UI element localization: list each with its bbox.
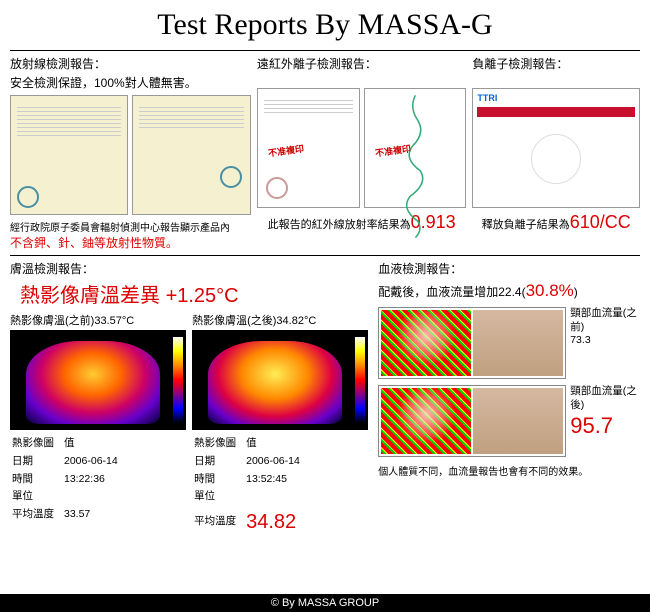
- thermal-after: 熱影像膚溫(之後)34.82°C 熱影像圖值 日期2006-06-14 時間13…: [192, 312, 368, 539]
- infrared-doc-2: 不准複印: [364, 88, 467, 208]
- meta-value: 33.57: [64, 507, 126, 523]
- graph-icon: [365, 89, 466, 240]
- blood-increase-pct: 30.8%: [526, 281, 574, 300]
- blood-col: 血液檢測報告： 配戴後，血液流量增加22.4(30.8%) 頸部血流量(之前) …: [378, 260, 640, 539]
- anion-col: 負離子檢測報告： TTRI 釋放負離子結果為610/CC: [472, 55, 640, 251]
- blood-increase-suffix: ): [574, 285, 578, 299]
- stamp-text: 不准複印: [267, 142, 304, 160]
- meta-label: 日期: [12, 454, 62, 470]
- radiation-col: 放射線檢測報告： 安全檢測保證，100%對人體無害。 經行政院原子委員會輻射偵測…: [10, 55, 251, 251]
- thermal-before-meta: 熱影像圖值 日期2006-06-14 時間13:22:36 單位 平均溫度33.…: [10, 434, 186, 525]
- thermal-images: 熱影像膚溫(之前)33.57°C 熱影像圖值 日期2006-06-14 時間13…: [10, 312, 368, 539]
- blood-increase-prefix: 配戴後，血液流量增加22.4(: [378, 285, 525, 299]
- seal-icon: [220, 166, 242, 188]
- radiation-docs: [10, 95, 251, 215]
- blood-note: 個人體質不同，血流量報告也會有不同的效果。: [378, 463, 640, 478]
- blood-heading: 血液檢測報告：: [378, 260, 640, 277]
- blood-after-imgs: [378, 385, 566, 457]
- anion-result-value: 610/CC: [570, 212, 631, 232]
- anion-doc: TTRI: [472, 88, 640, 208]
- thermal-heading: 膚溫檢測報告：: [10, 260, 368, 277]
- page-title: Test Reports By MASSA-G: [0, 0, 650, 46]
- thermal-before: 熱影像膚溫(之前)33.57°C 熱影像圖值 日期2006-06-14 時間13…: [10, 312, 186, 539]
- thermal-after-meta: 熱影像圖值 日期2006-06-14 時間13:52:45 單位 平均溫度34.…: [192, 434, 368, 539]
- page-footer: © By MASSA GROUP: [0, 594, 650, 612]
- thermal-col: 膚溫檢測報告： 熱影像膚溫差異 +1.25°C 熱影像膚溫(之前)33.57°C…: [10, 260, 368, 539]
- divider: [10, 50, 640, 51]
- top-section: 放射線檢測報告： 安全檢測保證，100%對人體無害。 經行政院原子委員會輻射偵測…: [0, 55, 650, 251]
- ttri-logo: TTRI: [477, 93, 497, 103]
- blood-before-row: 頸部血流量(之前) 73.3: [378, 307, 640, 379]
- cert-doc-1: [10, 95, 128, 215]
- meta-label: 時間: [12, 472, 62, 488]
- infrared-doc-1: 不准複印: [257, 88, 360, 208]
- blood-before-value: 73.3: [570, 334, 640, 348]
- divider: [10, 255, 640, 256]
- thermal-diff-label: 熱影像膚溫差異: [20, 285, 160, 307]
- meta-label: 平均溫度: [194, 507, 244, 537]
- meta-label: 平均溫度: [12, 507, 62, 523]
- thermal-before-img: [10, 330, 186, 430]
- scale-icon: [355, 337, 365, 423]
- anion-result-prefix: 釋放負離子結果為: [482, 219, 570, 231]
- meta-value: 2006-06-14: [246, 454, 308, 470]
- infrared-heading: 遠紅外離子檢測報告：: [257, 55, 466, 72]
- meta-label: 時間: [194, 472, 244, 488]
- blood-before-text: 頸部血流量(之前) 73.3: [570, 307, 640, 348]
- thermal-diff-value: +1.25°C: [166, 285, 239, 307]
- thermal-after-label: 熱影像膚溫(之後)34.82°C: [192, 312, 368, 328]
- blood-before-label: 頸部血流量(之前): [570, 307, 640, 334]
- blood-increase: 配戴後，血液流量增加22.4(30.8%): [378, 281, 640, 301]
- meta-label: 單位: [12, 489, 62, 505]
- radiation-sub: 安全檢測保證，100%對人體無害。: [10, 74, 251, 91]
- blood-flow-img: [381, 310, 471, 376]
- blood-rows: 頸部血流量(之前) 73.3 頸部血流量(之後) 95.7: [378, 307, 640, 457]
- blood-neck-img: [473, 310, 563, 376]
- thermal-after-img: [192, 330, 368, 430]
- meta-value: 13:52:45: [246, 472, 308, 488]
- radiation-heading: 放射線檢測報告：: [10, 55, 251, 72]
- thermal-diff: 熱影像膚溫差異 +1.25°C: [10, 279, 368, 308]
- anion-heading: 負離子檢測報告：: [472, 55, 640, 72]
- meta-value: 2006-06-14: [64, 454, 126, 470]
- meta-value: 13:22:36: [64, 472, 126, 488]
- meta-label: 熱影像圖: [194, 436, 244, 452]
- scale-icon: [173, 337, 183, 423]
- meta-value-highlight: 34.82: [246, 507, 308, 537]
- meta-label: 值: [246, 436, 308, 452]
- blood-flow-img: [381, 388, 471, 454]
- thermal-before-label: 熱影像膚溫(之前)33.57°C: [10, 312, 186, 328]
- meta-label: 日期: [194, 454, 244, 470]
- ion-circle-icon: [531, 134, 581, 184]
- blood-neck-img: [473, 388, 563, 454]
- blood-before-imgs: [378, 307, 566, 379]
- blood-after-label: 頸部血流量(之後): [570, 385, 640, 412]
- radiation-warning: 不含鉀、針、鈾等放射性物質。: [10, 234, 251, 251]
- cert-doc-2: [132, 95, 250, 215]
- meta-label: 熱影像圖: [12, 436, 62, 452]
- seal-icon: [266, 177, 288, 199]
- infrared-col: 遠紅外離子檢測報告： 不准複印 不准複印 此報告的紅外線放射率結果為0.913: [257, 55, 466, 251]
- meta-label: 單位: [194, 489, 244, 505]
- seal-icon: [17, 186, 39, 208]
- radiation-caption: 經行政院原子委員會輻射偵測中心報告顯示產品內: [10, 219, 251, 234]
- blood-after-row: 頸部血流量(之後) 95.7: [378, 385, 640, 457]
- meta-label: 值: [64, 436, 126, 452]
- blood-after-text: 頸部血流量(之後) 95.7: [570, 385, 640, 441]
- infrared-docs: 不准複印 不准複印: [257, 88, 466, 208]
- anion-result: 釋放負離子結果為610/CC: [472, 212, 640, 233]
- blood-after-value: 95.7: [570, 412, 640, 441]
- bottom-section: 膚溫檢測報告： 熱影像膚溫差異 +1.25°C 熱影像膚溫(之前)33.57°C…: [0, 260, 650, 539]
